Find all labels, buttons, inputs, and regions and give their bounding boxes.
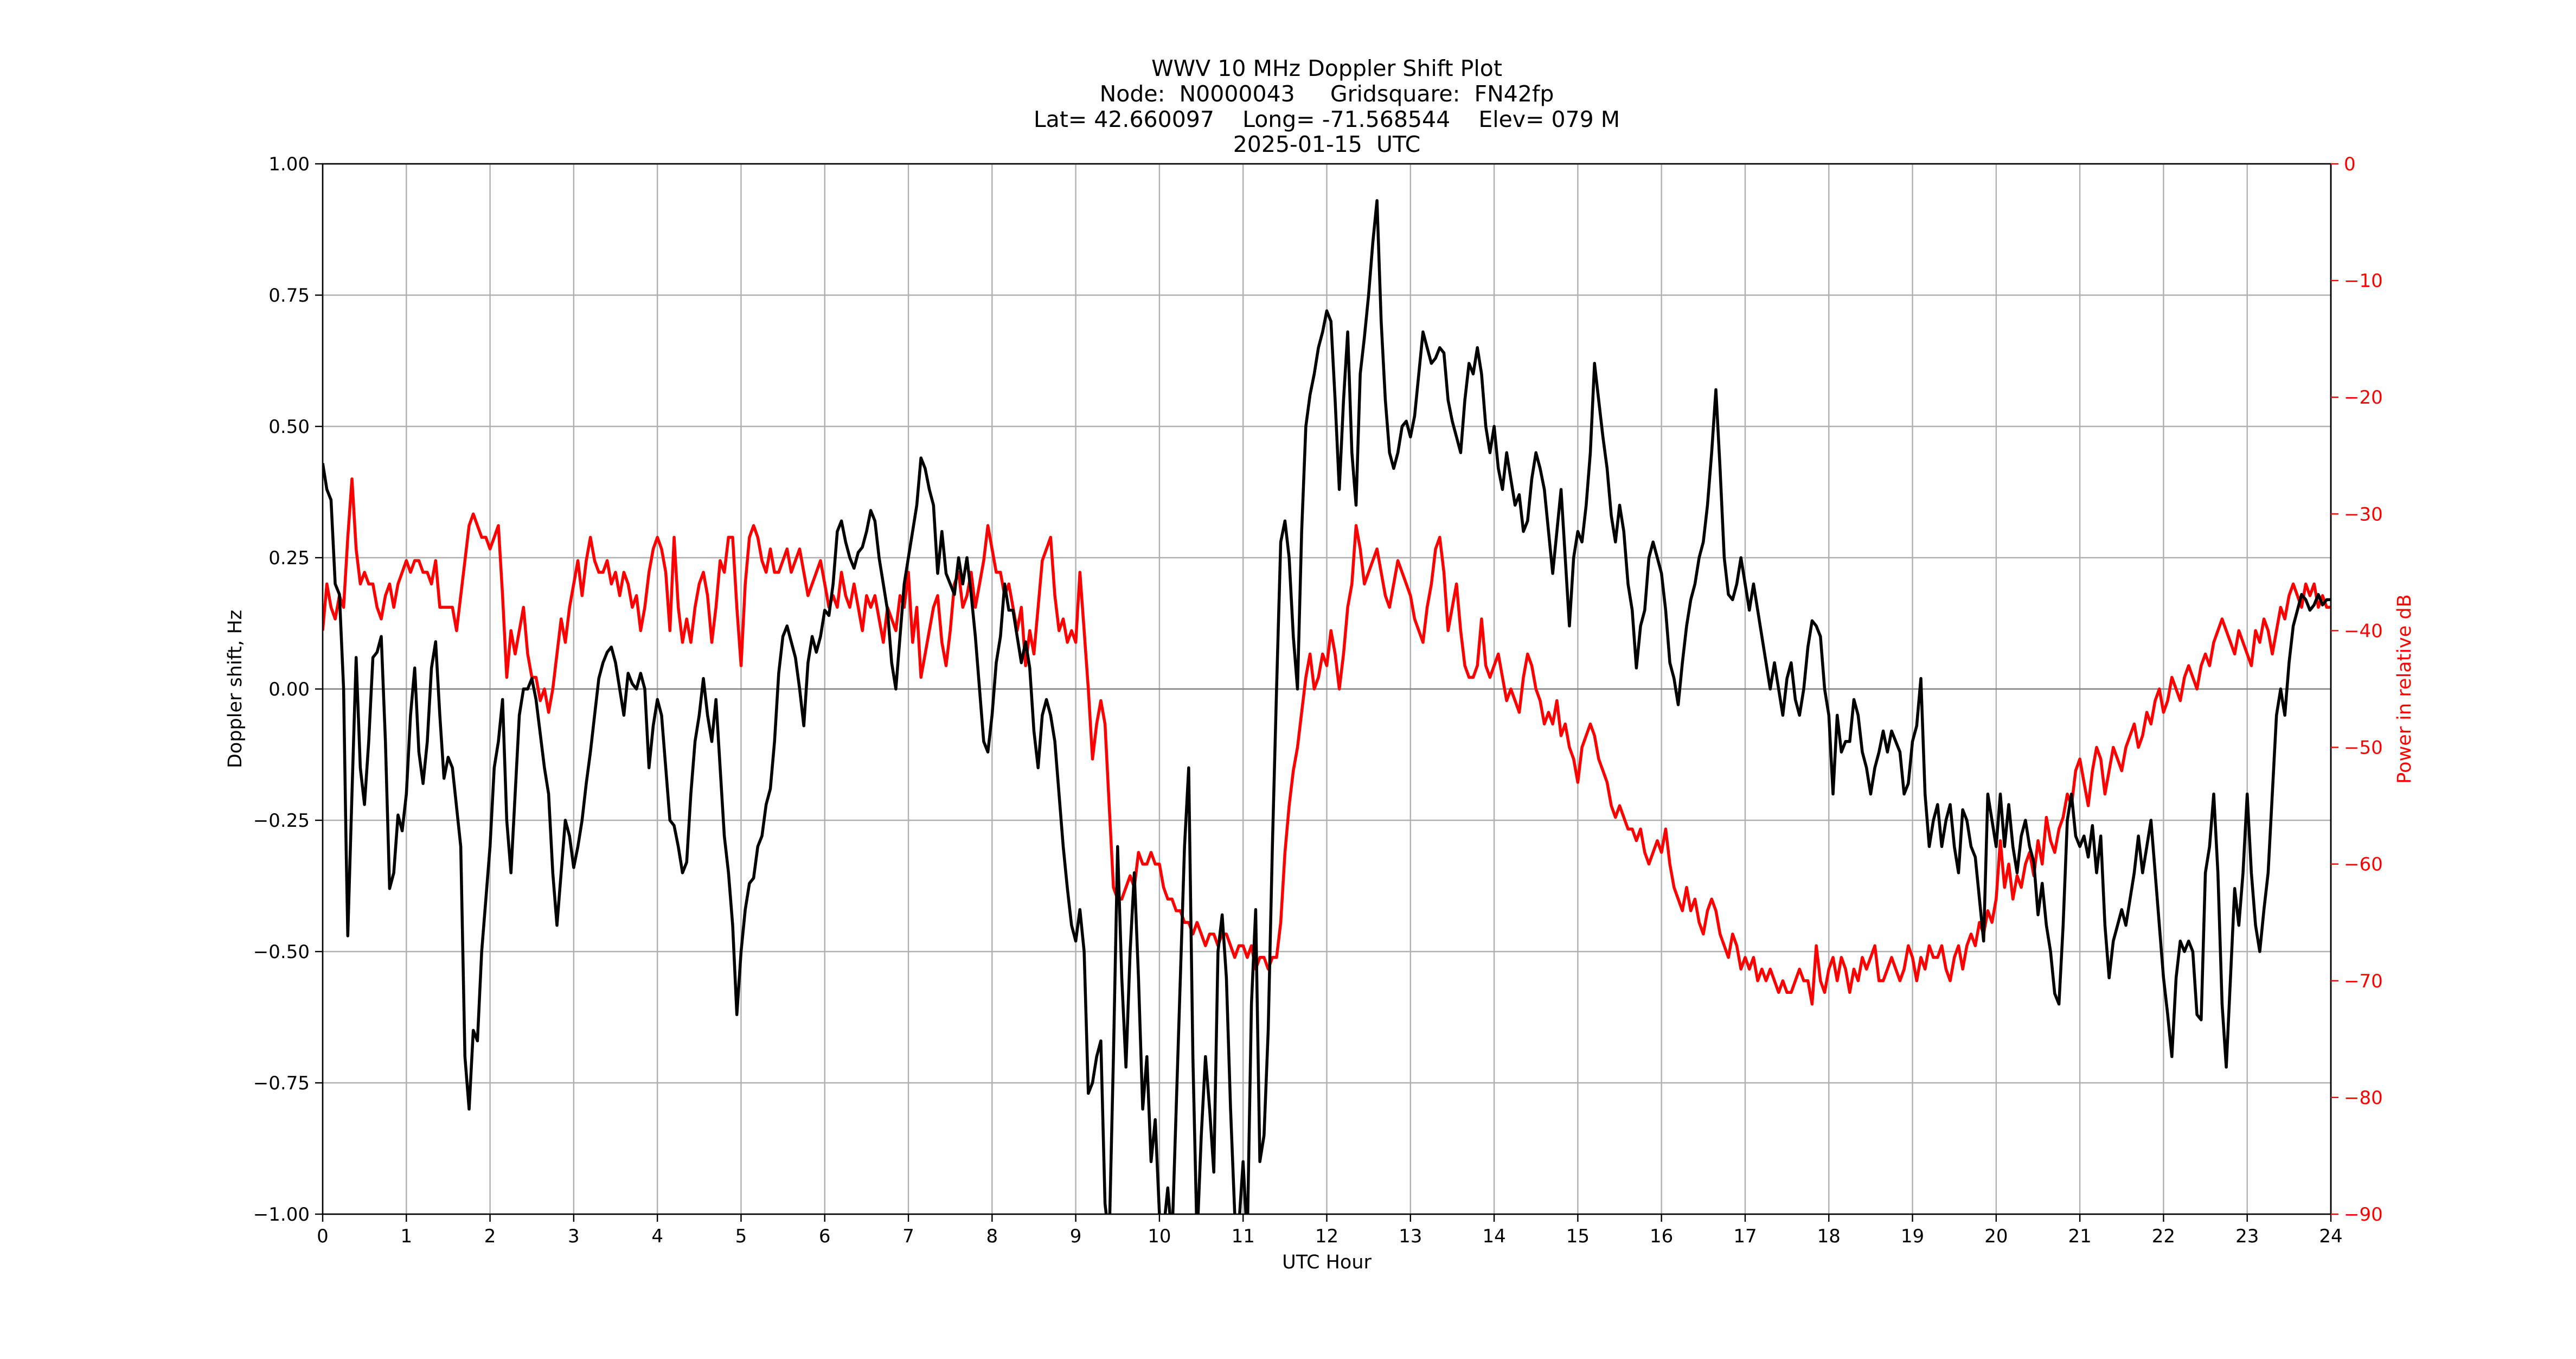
y2-tick-label: −80 — [2344, 1087, 2383, 1109]
x-tick-label: 9 — [1070, 1226, 1082, 1247]
x-tick-label: 18 — [1817, 1226, 1841, 1247]
chart-title-line-1: WWV 10 MHz Doppler Shift Plot — [1151, 55, 1502, 81]
y-tick-label: 0.00 — [268, 679, 310, 700]
x-tick-label: 1 — [400, 1226, 412, 1247]
x-tick-label: 12 — [1315, 1226, 1338, 1247]
x-tick-label: 20 — [1984, 1226, 2008, 1247]
y2-tick-label: −50 — [2344, 737, 2383, 759]
y-tick-label: −1.00 — [253, 1204, 310, 1226]
y-tick-label: 0.75 — [268, 285, 310, 307]
x-tick-label: 16 — [1650, 1226, 1673, 1247]
series-layer — [323, 199, 2331, 1214]
y2-axis-label: Power in relative dB — [2394, 594, 2415, 783]
y2-tick-label: −40 — [2344, 620, 2383, 642]
y2-tick-label: −30 — [2344, 503, 2383, 525]
y2-tick-label: −60 — [2344, 854, 2383, 876]
x-tick-label: 2 — [484, 1226, 496, 1247]
x-tick-label: 7 — [902, 1226, 914, 1247]
y2-tick-label: −20 — [2344, 387, 2383, 409]
x-tick-label: 3 — [568, 1226, 580, 1247]
y-axis-label: Doppler shift, Hz — [225, 610, 246, 768]
y-tick-label: 1.00 — [268, 154, 310, 175]
x-tick-label: 22 — [2152, 1226, 2175, 1247]
chart-title-line-4: 2025-01-15 UTC — [1233, 131, 1421, 157]
doppler-series-line — [323, 199, 2331, 1214]
x-tick-label: 8 — [986, 1226, 998, 1247]
x-tick-label: 0 — [317, 1226, 329, 1247]
y-tick-label: −0.50 — [253, 941, 310, 963]
x-tick-label: 11 — [1232, 1226, 1255, 1247]
x-tick-label: 13 — [1399, 1226, 1422, 1247]
x-tick-label: 15 — [1566, 1226, 1590, 1247]
power-series-line — [323, 477, 2331, 1006]
x-tick-label: 21 — [2068, 1226, 2091, 1247]
x-tick-label: 10 — [1148, 1226, 1171, 1247]
chart-title-line-3: Lat= 42.660097 Long= -71.568544 Elev= 07… — [1034, 106, 1620, 132]
y2-tick-label: 0 — [2344, 154, 2356, 175]
y2-tick-label: −90 — [2344, 1204, 2383, 1226]
x-tick-label: 14 — [1482, 1226, 1505, 1247]
x-tick-label: 24 — [2319, 1226, 2342, 1247]
x-tick-label: 4 — [651, 1226, 663, 1247]
x-axis-label: UTC Hour — [1282, 1252, 1372, 1273]
y-tick-label: 0.25 — [268, 547, 310, 569]
y-tick-label: 0.50 — [268, 416, 310, 438]
x-tick-label: 5 — [735, 1226, 747, 1247]
y-tick-label: −0.75 — [253, 1073, 310, 1094]
x-tick-label: 6 — [819, 1226, 831, 1247]
x-tick-label: 17 — [1733, 1226, 1757, 1247]
x-tick-label: 19 — [1901, 1226, 1924, 1247]
y2-tick-label: −10 — [2344, 270, 2383, 292]
y2-tick-label: −70 — [2344, 971, 2383, 992]
ticks-layer: 0 1 2 3 4 5 6 7 8 9 10 11 12 13 14 15 16 17 18 19 20 21 22 23 24… — [253, 154, 2383, 1247]
chart-title-line-2: Node: N0000043 Gridsquare: FN42fp — [1100, 81, 1554, 107]
x-tick-label: 23 — [2235, 1226, 2259, 1247]
y-tick-label: −0.25 — [253, 810, 310, 832]
